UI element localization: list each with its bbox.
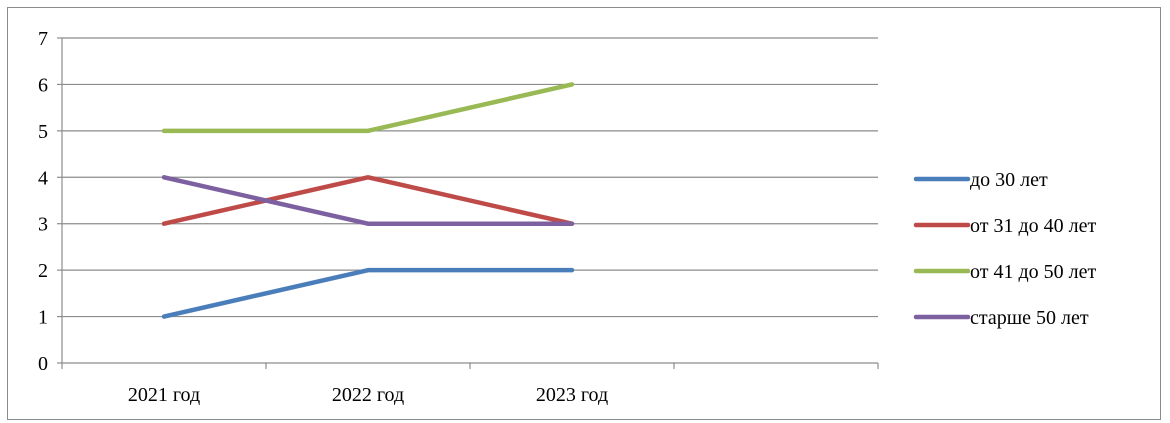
y-tick-label: 2 [38,260,48,282]
legend-label-3: от 41 до 50 лет [970,261,1097,283]
series-line-1 [161,267,575,319]
series-line-4 [161,175,575,226]
legend: до 30 лет от 31 до 40 лет от 41 до 50 лет с… [913,169,1097,329]
series-lines [161,82,575,319]
y-tick-label: 5 [38,121,48,143]
series-line-2 [161,175,575,226]
y-tick-label: 7 [38,28,48,50]
y-tick-label: 0 [38,353,48,375]
legend-label-2: от 31 до 40 лет [970,215,1097,237]
x-tick-label: 2021 год [128,384,200,406]
y-tick-label: 1 [38,307,48,329]
x-tick-label: 2023 год [536,384,608,406]
axes: 0 1 2 3 4 5 6 7 2021 год 2022 год 2023 год [38,28,879,406]
series-line-3 [161,82,575,134]
y-tick-label: 6 [38,74,48,96]
y-tick-label: 4 [38,167,48,189]
x-tick-label: 2022 год [332,384,404,406]
legend-label-1: до 30 лет [970,169,1048,191]
y-tick-label: 3 [38,214,48,236]
legend-label-4: старше 50 лет [970,307,1089,329]
gridlines [62,37,878,318]
